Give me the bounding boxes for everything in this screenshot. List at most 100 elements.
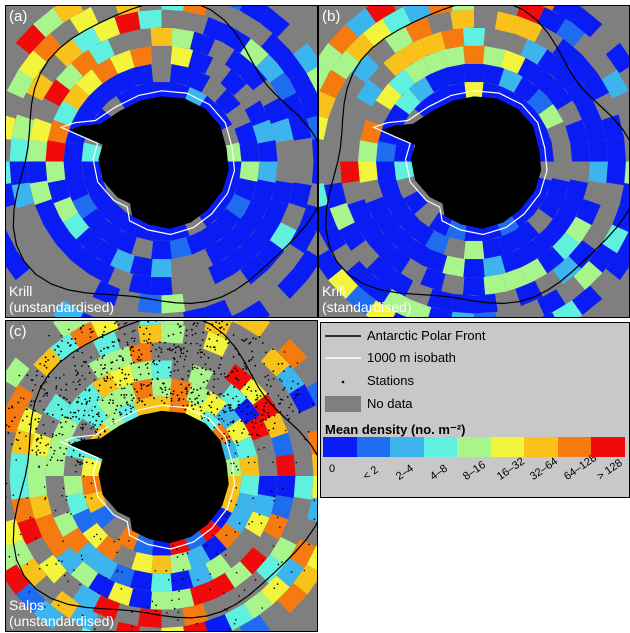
station-dot [192,363,194,366]
density-cell [442,255,465,278]
station-dot [57,403,60,406]
station-dot [203,412,206,415]
density-cell [109,249,135,274]
station-dot [72,356,75,359]
station-dot [60,388,63,391]
density-cell [537,49,565,77]
station-dot [70,337,73,340]
legend-label: 1000 m isobath [367,350,456,365]
station-dot [125,321,128,324]
station-dot [78,383,81,386]
station-dot [50,456,53,459]
density-cell [565,216,592,244]
density-cell [328,24,358,55]
station-dot [227,404,230,406]
station-dot [194,398,197,400]
density-cell [244,196,270,223]
density-class-label: 8–16 [461,458,488,483]
station-dot [181,377,184,380]
density-cell [277,583,308,614]
density-cell [576,199,601,226]
density-cell [624,161,629,184]
panel-label: (b) [322,8,341,25]
station-dot [182,398,185,400]
station-dot [173,344,176,347]
density-cell [33,600,64,630]
station-dot [6,482,8,485]
panel-title-line1: Krill [9,283,33,299]
station-dot [220,326,223,329]
density-cell [116,212,140,237]
density-cell [288,114,312,141]
station-dot [257,448,260,451]
station-dot [233,386,236,389]
station-dot [44,496,47,499]
station-dot [166,612,168,614]
station-dot [230,371,233,374]
station-dot [55,385,58,388]
station-dot [254,338,257,340]
density-cell [263,412,289,439]
density-cell [6,249,30,281]
density-cell [131,378,154,400]
station-dot [85,461,88,464]
density-class-swatch [356,437,390,457]
station-dot [216,408,219,411]
station-dot [101,336,104,339]
station-dot [222,420,225,422]
station-dot [112,399,114,402]
station-dot [109,399,112,401]
station-dot [260,424,263,427]
station-dot [133,329,136,332]
station-dot [114,383,117,386]
station-dot [29,516,32,519]
station-dot [295,394,298,397]
density-cell [208,573,235,599]
density-cell [208,258,235,285]
station-dot [125,377,128,380]
station-dot [206,379,209,382]
station-dot [177,399,180,402]
station-dot [75,470,77,473]
station-dot [229,421,232,424]
station-dot [34,384,37,386]
station-dot [135,379,138,381]
density-cell [261,33,290,62]
station-dot [69,344,71,347]
station-dot [252,426,255,429]
density-cell [11,429,35,456]
density-cell [514,220,540,247]
station-dot [46,412,49,415]
station-dot [60,408,63,411]
density-cell [202,331,231,357]
station-dot [81,375,84,377]
station-dot [33,400,35,402]
density-cell [38,554,67,584]
station-dot [46,394,49,397]
density-cell [328,268,358,299]
density-cell [541,6,555,11]
density-cell [229,6,243,11]
station-dot [81,462,84,465]
station-dot [155,321,157,322]
station-dot [132,361,135,364]
density-cell [366,256,396,285]
density-cell [450,9,474,30]
density-cell [450,293,474,314]
station-dot [46,564,48,566]
station-dot [92,415,95,418]
density-cell [463,64,485,82]
panel-title: Krill (unstandardised) [9,283,114,315]
station-dot [170,399,173,402]
station-dot [252,337,255,340]
station-dot [95,419,98,422]
station-dot [112,402,115,404]
station-dot [261,607,264,609]
density-cell [311,476,317,499]
station-dot [121,348,124,350]
station-dot [75,388,77,391]
density-cell [27,453,48,476]
density-cell [224,603,254,631]
station-dot [81,331,83,333]
density-class-swatch [423,437,457,457]
